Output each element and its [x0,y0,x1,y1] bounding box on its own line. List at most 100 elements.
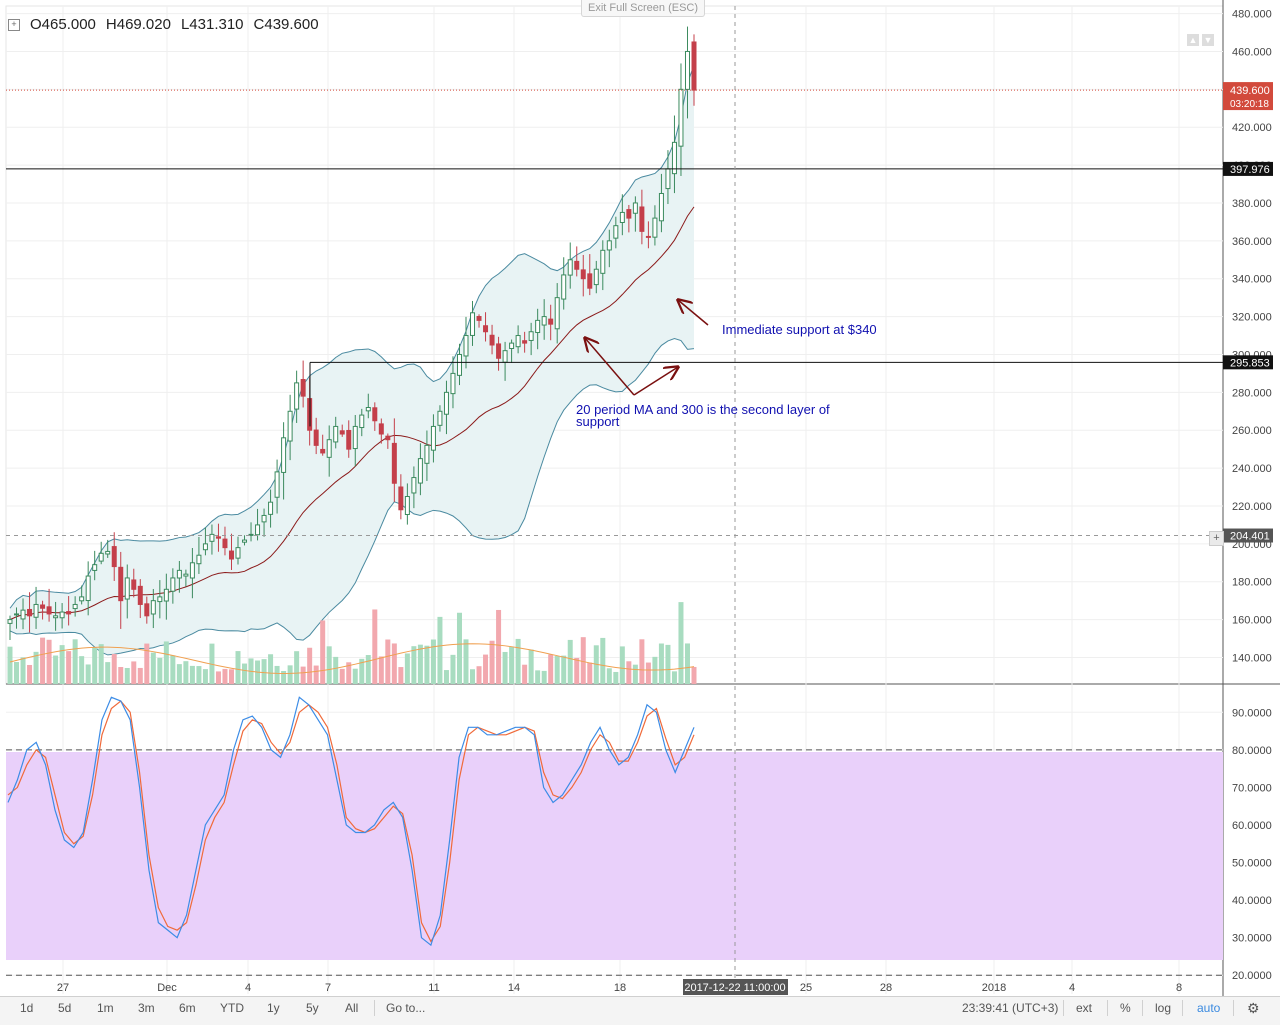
band-fill [10,65,694,655]
volume-bar [46,639,52,684]
settings-icon[interactable]: ⚙ [1247,1000,1260,1016]
volume-bar [307,647,313,684]
candle-body [46,606,52,615]
volume-bar [665,644,671,684]
volume-bar [359,658,365,684]
volume-bar [496,609,502,684]
volume-bar [85,664,91,684]
volume-bar [385,639,391,684]
exit-fullscreen-button[interactable]: Exit Full Screen (ESC) [581,0,705,17]
volume-bar [27,664,33,684]
goto-button[interactable]: Go to... [386,1001,426,1015]
candle-body [248,533,254,536]
annotation-second-layer-2: support [576,414,620,429]
arrow-icon[interactable]: ▲ [1187,34,1199,46]
tf-all[interactable]: All [345,1001,359,1015]
volume-bar [313,665,319,684]
volume-bar [411,646,417,684]
volume-bar [587,662,593,684]
volume-bar [502,651,508,684]
arrow-ma [585,338,635,396]
tf-6m[interactable]: 6m [179,1001,196,1015]
candle-body [131,579,137,590]
price-tick-label: 380.000 [1232,198,1272,210]
volume-bar [561,655,567,684]
volume-bar [424,645,430,684]
volume-bar [528,649,534,684]
candle-body [541,316,547,326]
arrow-icon-2[interactable]: ▼ [1202,34,1214,46]
candle-body [281,437,287,473]
volume-bar [176,664,182,684]
volume-bar [105,662,111,684]
tf-3m[interactable]: 3m [138,1001,155,1015]
candle-body [196,554,202,565]
tf-1y[interactable]: 1y [267,1001,280,1015]
candle-body [587,273,593,289]
volume-bar [437,616,443,684]
volume-bar [613,671,619,684]
time-tick-label: 28 [880,982,892,994]
candle-body [658,192,664,222]
crosshair-time-label: 2017-12-22 11:00:00 [684,982,785,994]
time-tick-label: 7 [325,982,331,994]
candle-body [372,407,378,422]
crosshair-price-bg [1223,528,1273,543]
candle-body [170,577,176,592]
stoch-tick-label: 60.0000 [1232,820,1272,832]
tf-5y[interactable]: 5y [306,1001,319,1015]
volume-bar [619,646,625,684]
volume-bar [346,662,352,684]
auto-toggle[interactable]: auto [1197,1001,1221,1015]
candle-body [66,611,72,615]
ohlc-low: L431.310 [180,16,244,33]
volume-bar [66,651,72,684]
candle-body [85,575,91,602]
candle-body [20,609,26,620]
candle-body [483,325,489,333]
lower-band [9,337,695,656]
expand-icon[interactable]: + [8,18,20,31]
tf-ytd[interactable]: YTD [220,1001,244,1015]
annotations: Immediate support at $340 20 period MA an… [576,300,877,429]
support-level-label: 295.853 [1230,357,1270,369]
price-tick-label: 220.000 [1232,501,1272,513]
time-tick-label: 25 [800,982,812,994]
volume-bar [294,651,300,684]
volume-bar [489,640,495,684]
percent-toggle[interactable]: % [1120,1001,1131,1015]
candle-body [14,613,20,616]
candle-body [476,316,482,321]
add-level-button[interactable]: + [1209,531,1224,546]
volume-bar [600,637,606,684]
candle-body [665,168,671,190]
time-tick-label: 2018 [982,982,1006,994]
top-right-icons: ▲ ▼ [1187,34,1214,46]
candle-body [639,206,645,232]
volume-bar [606,668,612,684]
volume-bar [20,657,26,684]
candle-body [105,550,111,555]
volume-bar [196,666,202,684]
candle-body [242,539,248,543]
candle-body [593,268,599,286]
volume-bar [189,665,195,684]
volume-bar [287,665,293,684]
candle-body [53,615,59,619]
log-toggle[interactable]: log [1155,1001,1172,1015]
volume-bar [59,645,65,684]
candle-body [411,477,417,494]
candle-body [385,435,391,441]
tf-5d[interactable]: 5d [58,1001,72,1015]
tf-1m[interactable]: 1m [97,1001,114,1015]
ext-toggle[interactable]: ext [1076,1001,1093,1015]
volume-bar [157,657,163,684]
candle-body [671,141,677,175]
candle-body [522,340,528,344]
volume-bar [417,644,423,684]
candle-body [684,50,690,90]
tf-1d[interactable]: 1d [20,1001,34,1015]
candle-body [222,538,228,549]
candle-body [333,425,339,443]
